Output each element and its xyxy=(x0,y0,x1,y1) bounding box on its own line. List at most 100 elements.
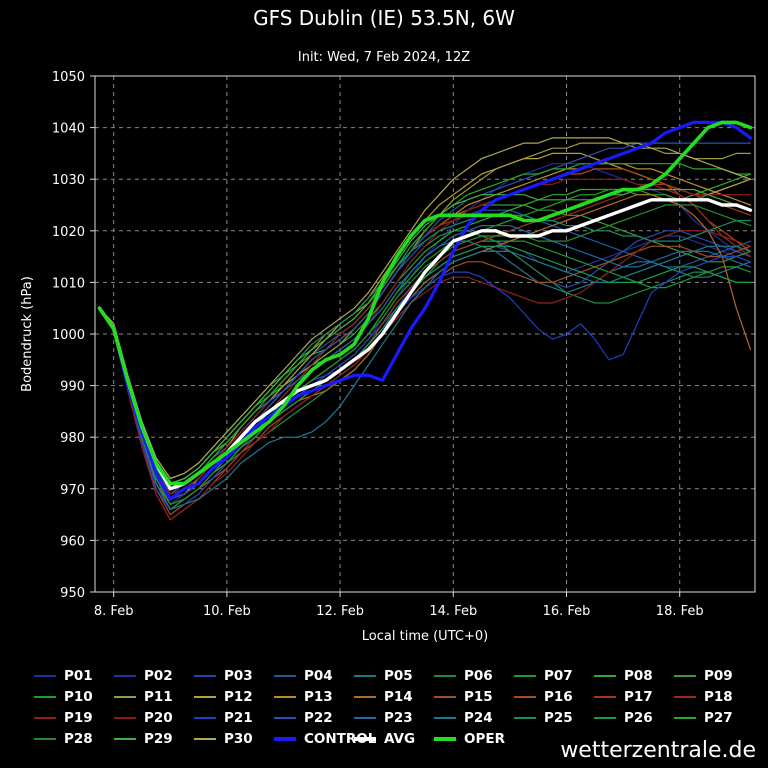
legend-item-p05: P05 xyxy=(354,666,413,686)
legend-swatch xyxy=(354,717,376,719)
x-tick-label: 14. Feb xyxy=(429,604,477,619)
legend-swatch xyxy=(114,675,136,677)
legend-item-p06: P06 xyxy=(434,666,493,686)
legend-label: P26 xyxy=(624,710,653,726)
legend-item-p21: P21 xyxy=(194,708,253,728)
legend-item-p11: P11 xyxy=(114,687,173,707)
legend-label: P16 xyxy=(544,689,573,705)
series-line-p24 xyxy=(98,245,752,510)
legend-swatch xyxy=(594,675,616,677)
y-tick-label: 1020 xyxy=(52,225,85,240)
legend-label: P04 xyxy=(304,668,333,684)
legend-label: P19 xyxy=(64,710,93,726)
legend-label: OPER xyxy=(464,731,505,747)
legend-swatch xyxy=(594,717,616,719)
x-tick-label: 12. Feb xyxy=(316,604,364,619)
series-line-p27 xyxy=(98,163,752,490)
legend-swatch xyxy=(434,696,456,698)
legend-swatch xyxy=(514,675,536,677)
series-lines xyxy=(97,120,753,521)
legend-swatch xyxy=(514,717,536,719)
legend-swatch xyxy=(514,696,536,698)
y-tick-label: 980 xyxy=(60,431,85,446)
legend-item-p29: P29 xyxy=(114,729,173,749)
legend-swatch xyxy=(194,738,216,740)
legend-label: P21 xyxy=(224,710,253,726)
legend-label: P08 xyxy=(624,668,653,684)
legend-item-p26: P26 xyxy=(594,708,653,728)
legend-item-p13: P13 xyxy=(274,687,333,707)
legend-item-p19: P19 xyxy=(34,708,93,728)
legend-label: P29 xyxy=(144,731,173,747)
legend-label: P12 xyxy=(224,689,253,705)
legend-label: P30 xyxy=(224,731,253,747)
y-tick-label: 950 xyxy=(60,586,85,601)
legend-item-p23: P23 xyxy=(354,708,413,728)
legend-item-p24: P24 xyxy=(434,708,493,728)
chart-area: 950960970980990100010101020103010401050 … xyxy=(20,70,756,644)
legend-swatch xyxy=(274,737,296,741)
legend-item-p07: P07 xyxy=(514,666,573,686)
legend-label: P03 xyxy=(224,668,253,684)
legend-item-p03: P03 xyxy=(194,666,253,686)
legend-swatch xyxy=(354,675,376,677)
legend-label: P11 xyxy=(144,689,173,705)
legend-swatch xyxy=(34,738,56,740)
legend-swatch xyxy=(34,717,56,719)
x-axis-label: Local time (UTC+0) xyxy=(362,629,488,644)
legend-item-p10: P10 xyxy=(34,687,93,707)
legend-swatch xyxy=(34,675,56,677)
y-tick-label: 1030 xyxy=(52,173,85,188)
legend-item-p22: P22 xyxy=(274,708,333,728)
legend-label: P28 xyxy=(64,731,93,747)
y-tick-label: 990 xyxy=(60,380,85,395)
legend-item-p01: P01 xyxy=(34,666,93,686)
legend-swatch xyxy=(674,675,696,677)
legend-swatch xyxy=(114,717,136,719)
x-tick-label: 16. Feb xyxy=(543,604,591,619)
legend-swatch xyxy=(194,696,216,698)
legend-swatch xyxy=(354,737,376,741)
legend-swatch xyxy=(434,737,456,741)
legend-item-p28: P28 xyxy=(34,729,93,749)
legend-label: P13 xyxy=(304,689,333,705)
y-tick-label: 960 xyxy=(60,534,85,549)
legend-swatch xyxy=(434,675,456,677)
y-tick-label: 1000 xyxy=(52,328,85,343)
legend-item-p14: P14 xyxy=(354,687,413,707)
series-line-p28 xyxy=(98,204,752,505)
legend-label: P24 xyxy=(464,710,493,726)
legend-item-p02: P02 xyxy=(114,666,173,686)
legend-swatch xyxy=(674,696,696,698)
legend-swatch xyxy=(114,738,136,740)
legend-swatch xyxy=(274,696,296,698)
legend-item-p12: P12 xyxy=(194,687,253,707)
legend-item-p09: P09 xyxy=(674,666,733,686)
y-tick-label: 1010 xyxy=(52,276,85,291)
legend-label: P22 xyxy=(304,710,333,726)
legend-item-p30: P30 xyxy=(194,729,253,749)
legend-swatch xyxy=(434,717,456,719)
legend-label: P09 xyxy=(704,668,733,684)
x-tick-label: 8. Feb xyxy=(94,604,134,619)
series-line-p14 xyxy=(98,194,752,505)
x-tick-label: 18. Feb xyxy=(656,604,704,619)
legend-item-p04: P04 xyxy=(274,666,333,686)
legend-label: P02 xyxy=(144,668,173,684)
legend-item-p08: P08 xyxy=(594,666,653,686)
watermark: wetterzentrale.de xyxy=(560,738,756,763)
legend-swatch xyxy=(354,696,376,698)
chart-subtitle: Init: Wed, 7 Feb 2024, 12Z xyxy=(297,50,471,65)
series-line-control xyxy=(97,120,753,501)
series-line-oper xyxy=(97,120,753,486)
chart-title: GFS Dublin (IE) 53.5N, 6W xyxy=(253,6,515,30)
legend-item-oper: OPER xyxy=(434,729,505,749)
legend-label: P17 xyxy=(624,689,653,705)
legend-item-avg: AVG xyxy=(354,729,415,749)
series-line-p19 xyxy=(98,230,752,521)
legend-item-p18: P18 xyxy=(674,687,733,707)
legend-label: P18 xyxy=(704,689,733,705)
legend-label: CONTROL xyxy=(304,731,377,747)
y-axis-label: Bodendruck (hPa) xyxy=(20,276,35,392)
legend-swatch xyxy=(274,717,296,719)
